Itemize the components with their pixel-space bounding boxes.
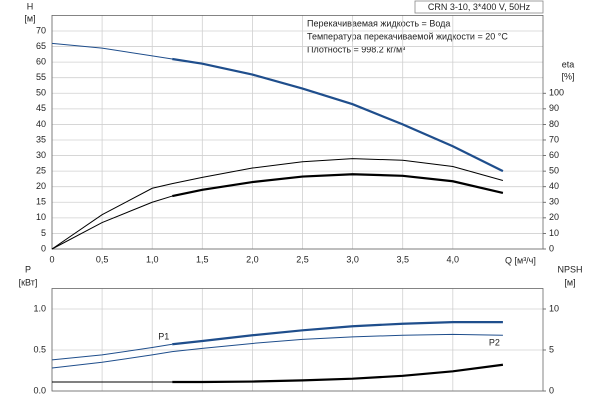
- y2-tick-label: 20: [549, 212, 559, 222]
- y2-tick-label: 70: [549, 134, 559, 144]
- curve: [51, 42, 173, 60]
- x-tick-label: 3,5: [396, 254, 409, 264]
- y2-tick-label: 10: [549, 303, 559, 313]
- y-tick-label: 50: [36, 88, 46, 98]
- y-tick-label: 0.0: [33, 385, 46, 395]
- x-tick-label: 1,5: [196, 254, 209, 264]
- y-tick-label: 70: [36, 25, 46, 35]
- y2-tick-label: 50: [549, 166, 559, 176]
- y-tick-label: 0: [41, 243, 46, 253]
- y-tick-label: 25: [36, 166, 46, 176]
- curve: [51, 333, 503, 369]
- y2-tick-label: 0: [549, 385, 554, 395]
- curve: [172, 363, 504, 384]
- y2-tick-label: 80: [549, 119, 559, 129]
- annotation: Перекачиваемая жидкость = Вода: [307, 18, 450, 28]
- x-tick-label: 0: [49, 254, 54, 264]
- annotation: Плотность = 998.2 кг/м³: [307, 44, 405, 54]
- y-tick-label: 1.0: [33, 303, 46, 313]
- x-tick-label: 2,0: [246, 254, 259, 264]
- y-axis-label: H: [27, 1, 34, 11]
- curve: [172, 321, 503, 346]
- title-box: [414, 0, 544, 14]
- y-tick-label: 55: [36, 72, 46, 82]
- y-tick-label: 10: [36, 212, 46, 222]
- y2-axis-label: NPSH: [557, 264, 582, 274]
- y-tick-label: 30: [36, 150, 46, 160]
- annotation: Температура перекачиваемой жидкости = 20…: [307, 31, 508, 41]
- plot-frame: [51, 288, 544, 392]
- x-tick-label: 3,0: [346, 254, 359, 264]
- curve-label: P2: [489, 338, 500, 348]
- y2-tick-label: 5: [549, 344, 554, 354]
- y-tick-label: 20: [36, 181, 46, 191]
- x-axis-label: Q [м³/ч]: [505, 255, 536, 265]
- y-tick-label: 65: [36, 41, 46, 51]
- curve: [51, 195, 173, 250]
- y2-tick-label: 90: [549, 103, 559, 113]
- y2-tick-label: 10: [549, 228, 559, 238]
- curve: [172, 57, 504, 173]
- y2-axis-unit: [%]: [561, 71, 574, 81]
- curve: [51, 158, 504, 250]
- curve: [172, 173, 504, 198]
- y2-tick-label: 0: [549, 243, 554, 253]
- curve: [51, 343, 173, 361]
- y-axis-label: P: [25, 264, 31, 274]
- y-tick-label: 0.5: [33, 344, 46, 354]
- y-tick-label: 35: [36, 134, 46, 144]
- y2-tick-label: 30: [549, 197, 559, 207]
- y2-tick-label: 60: [549, 150, 559, 160]
- y-tick-label: 45: [36, 103, 46, 113]
- y2-axis-label: eta: [562, 59, 575, 69]
- y2-axis-unit: [м]: [564, 277, 575, 287]
- y-tick-label: 5: [41, 228, 46, 238]
- y-axis-unit: [кВт]: [19, 277, 38, 287]
- chart-title: CRN 3-10, 3*400 V, 50Hz: [428, 2, 531, 12]
- y2-tick-label: 40: [549, 181, 559, 191]
- x-tick-label: 2,5: [296, 254, 309, 264]
- plot-frame: [51, 14, 544, 250]
- x-tick-label: 4,0: [447, 254, 460, 264]
- curve-label: P1: [158, 332, 169, 342]
- y-tick-label: 40: [36, 119, 46, 129]
- y-tick-label: 60: [36, 56, 46, 66]
- x-tick-label: 1,0: [146, 254, 159, 264]
- y-axis-unit: [м]: [24, 13, 35, 23]
- y2-tick-label: 100: [549, 88, 564, 98]
- x-tick-label: 0,5: [96, 254, 109, 264]
- y-tick-label: 15: [36, 197, 46, 207]
